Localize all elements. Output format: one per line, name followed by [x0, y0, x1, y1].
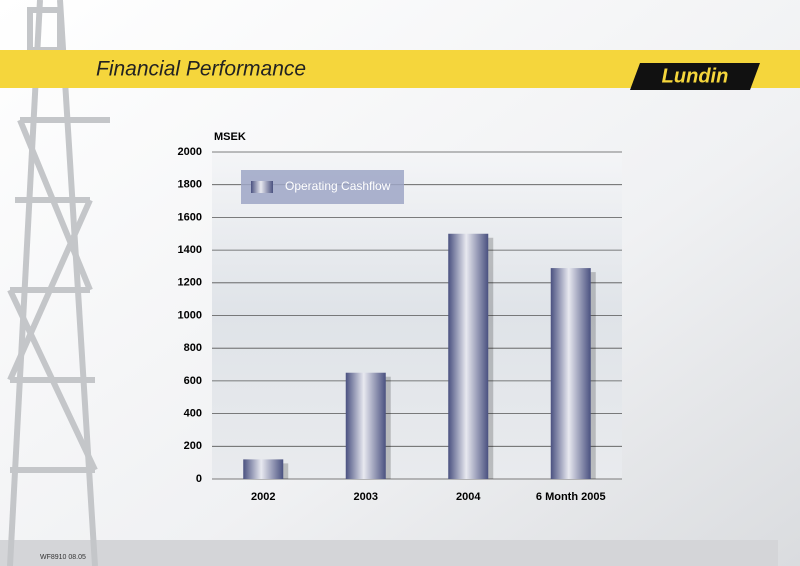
legend-swatch [251, 181, 273, 193]
footer-code: WF8910 08.05 [40, 554, 86, 561]
y-tick-label: 400 [184, 408, 202, 420]
y-tick-label: 0 [196, 473, 202, 485]
x-tick-label: 2004 [456, 491, 481, 503]
x-tick-label: 2003 [354, 491, 378, 503]
y-tick-label: 1600 [178, 211, 202, 223]
logo-box [630, 63, 760, 90]
y-tick-label: 1000 [178, 309, 202, 321]
bar [243, 459, 284, 479]
bar [550, 268, 591, 479]
bar [448, 233, 489, 479]
title: Financial Performance [96, 58, 306, 81]
x-tick-label: 2002 [251, 491, 275, 503]
footer-band [0, 540, 778, 566]
y-tick-label: 2000 [178, 146, 202, 158]
y-tick-label: 800 [184, 342, 202, 354]
tower-decoration [7, 0, 110, 566]
bar [345, 372, 386, 479]
y-axis-label: MSEK [214, 131, 246, 143]
x-tick-label: 6 Month 2005 [536, 491, 606, 503]
y-tick-label: 200 [184, 440, 202, 452]
y-tick-label: 1400 [178, 244, 202, 256]
legend-label: Operating Cashflow [285, 179, 391, 193]
y-tick-label: 1800 [178, 179, 202, 191]
y-tick-label: 1200 [178, 277, 202, 289]
logo: Lundin [662, 65, 729, 87]
y-tick-label: 600 [184, 375, 202, 387]
